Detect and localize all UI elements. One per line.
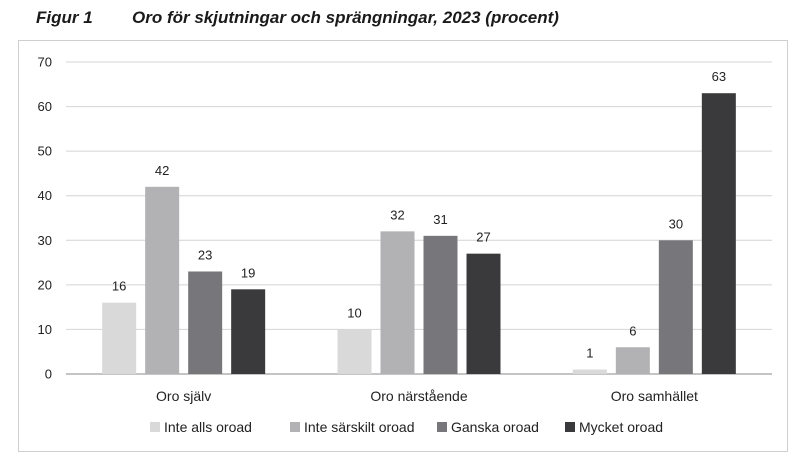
- data-label-2-1: 10: [347, 305, 361, 320]
- data-label-1-4: 19: [241, 265, 255, 280]
- legend-swatch-1: [150, 422, 160, 432]
- bar-3-3: [658, 240, 693, 374]
- y-tick-label-0: 0: [45, 367, 52, 382]
- bar-1-1: [102, 302, 137, 374]
- data-label-2-4: 27: [476, 230, 490, 245]
- data-label-1-3: 23: [198, 247, 212, 262]
- legend-label-2: Inte särskilt oroad: [304, 419, 415, 435]
- data-label-3-3: 30: [669, 216, 683, 231]
- data-label-3-1: 1: [586, 346, 593, 361]
- legend-label-3: Ganska oroad: [451, 419, 539, 435]
- category-label-3: Oro samhället: [611, 388, 698, 404]
- y-tick-label-40: 40: [38, 188, 52, 203]
- y-axis: 0 10 20 30 40 50 60 70: [38, 55, 52, 382]
- data-label-1-1: 16: [112, 279, 126, 294]
- y-tick-label-20: 20: [38, 277, 52, 292]
- legend: Inte alls oroad Inte särskilt oroad Ganska…: [150, 419, 663, 435]
- bar-2-2: [380, 231, 415, 374]
- legend-swatch-2: [290, 422, 300, 432]
- data-label-2-3: 31: [433, 212, 447, 227]
- legend-swatch-4: [565, 422, 575, 432]
- y-tick-label-60: 60: [38, 99, 52, 114]
- data-label-1-2: 42: [155, 163, 169, 178]
- bars: [102, 93, 736, 374]
- gridlines: [66, 61, 772, 375]
- figure-title-row: Figur 1 Oro för skjutningar och sprängnin…: [36, 8, 559, 28]
- bar-1-2: [145, 186, 180, 374]
- y-tick-label-50: 50: [38, 144, 52, 159]
- bar-2-4: [466, 253, 501, 374]
- figure-title: Oro för skjutningar och sprängningar, 20…: [132, 8, 559, 27]
- y-tick-label-70: 70: [38, 55, 52, 70]
- y-tick-label-30: 30: [38, 233, 52, 248]
- bar-2-3: [423, 235, 458, 374]
- bar-3-4: [701, 93, 736, 374]
- bar-2-1: [337, 329, 372, 374]
- x-axis: Oro själv Oro närstående Oro samhället: [156, 388, 698, 404]
- data-label-3-2: 6: [629, 323, 636, 338]
- legend-label-1: Inte alls oroad: [164, 419, 252, 435]
- category-label-1: Oro själv: [156, 388, 211, 404]
- chart-frame: [18, 40, 788, 452]
- data-label-3-4: 63: [712, 69, 726, 84]
- y-tick-label-10: 10: [38, 322, 52, 337]
- category-label-2: Oro närstående: [370, 388, 467, 404]
- legend-swatch-3: [437, 422, 447, 432]
- legend-label-4: Mycket oroad: [579, 419, 663, 435]
- data-label-2-2: 32: [390, 207, 404, 222]
- bar-3-2: [615, 347, 650, 374]
- figure-number: Figur 1: [36, 8, 93, 27]
- bar-3-1: [572, 369, 607, 374]
- bar-1-4: [231, 289, 266, 374]
- bar-1-3: [188, 271, 223, 374]
